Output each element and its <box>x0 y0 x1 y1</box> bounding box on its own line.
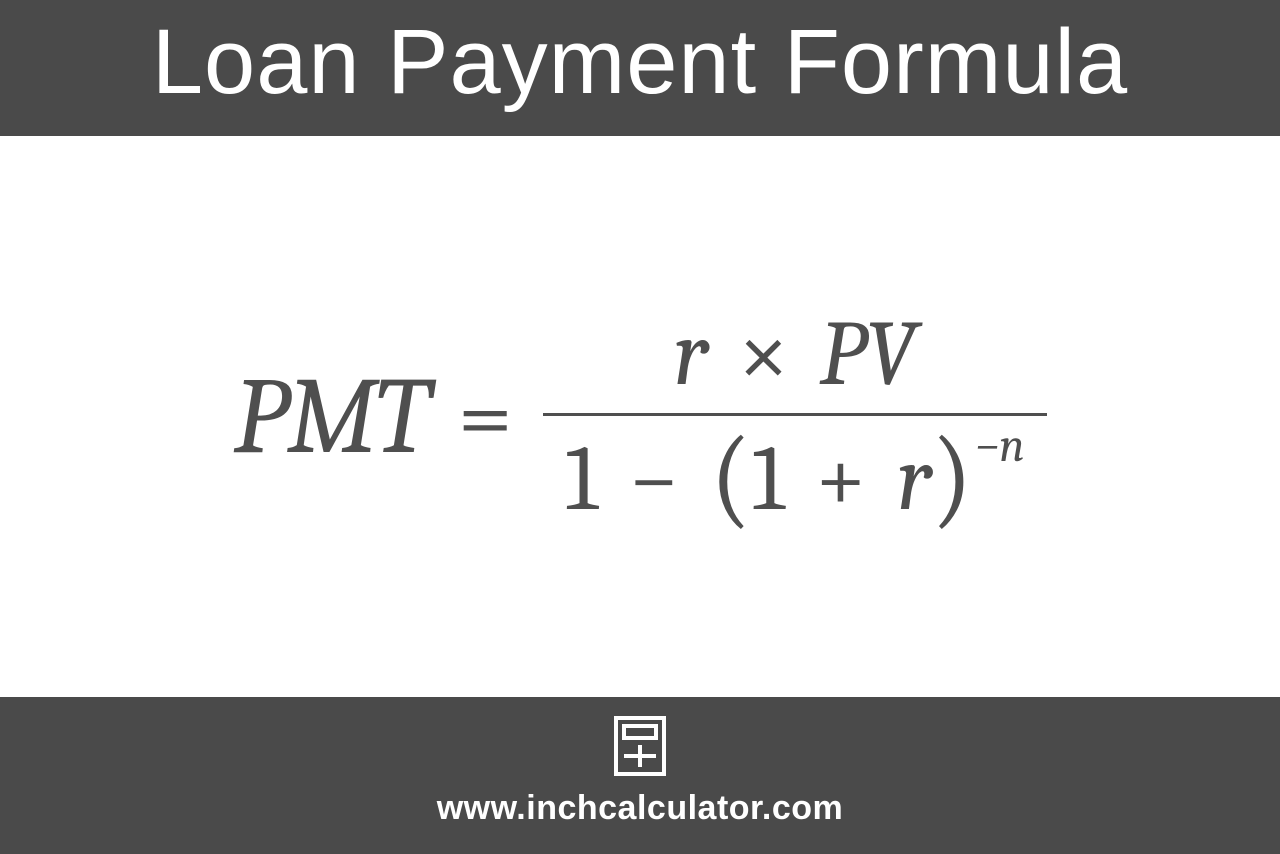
title-bar: Loan Payment Formula <box>0 0 1280 136</box>
footer-url: www.inchcalculator.com <box>437 789 844 827</box>
exponent: −n <box>975 418 1025 473</box>
plus-operator: + <box>805 426 876 532</box>
page-title: Loan Payment Formula <box>152 11 1128 113</box>
right-paren: ) <box>931 414 973 541</box>
fraction: r × PV 1 − (1 + r)−n <box>543 293 1047 540</box>
denominator: 1 − (1 + r)−n <box>543 413 1047 540</box>
equals-sign: = <box>457 359 512 474</box>
loan-payment-formula: PMT = r × PV 1 − (1 + r)−n <box>233 293 1046 540</box>
formula-lhs: PMT <box>233 355 427 479</box>
var-r-inner: r <box>896 426 931 532</box>
calculator-icon <box>613 715 667 777</box>
var-r: r <box>673 301 708 407</box>
formula-panel: PMT = r × PV 1 − (1 + r)−n <box>0 136 1280 697</box>
const-one-inner: 1 <box>752 426 785 532</box>
left-paren: ( <box>710 414 752 541</box>
var-pv: PV <box>819 301 916 407</box>
const-one: 1 <box>565 426 598 532</box>
numerator: r × PV <box>651 293 938 413</box>
minus-operator: − <box>618 426 689 532</box>
times-operator: × <box>728 301 799 407</box>
footer-bar: www.inchcalculator.com <box>0 697 1280 854</box>
